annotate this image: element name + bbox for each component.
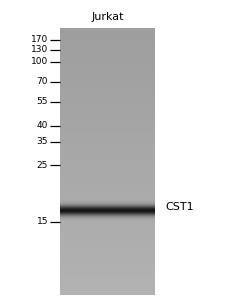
- Text: 35: 35: [36, 137, 48, 146]
- Text: 15: 15: [36, 218, 48, 226]
- Text: 55: 55: [36, 98, 48, 106]
- Text: CST1: CST1: [165, 202, 194, 212]
- Text: 130: 130: [31, 46, 48, 55]
- Text: 100: 100: [31, 58, 48, 67]
- Text: Jurkat: Jurkat: [92, 12, 124, 22]
- Text: 40: 40: [37, 122, 48, 130]
- Text: 25: 25: [37, 160, 48, 169]
- Text: 70: 70: [36, 77, 48, 86]
- Text: 170: 170: [31, 35, 48, 44]
